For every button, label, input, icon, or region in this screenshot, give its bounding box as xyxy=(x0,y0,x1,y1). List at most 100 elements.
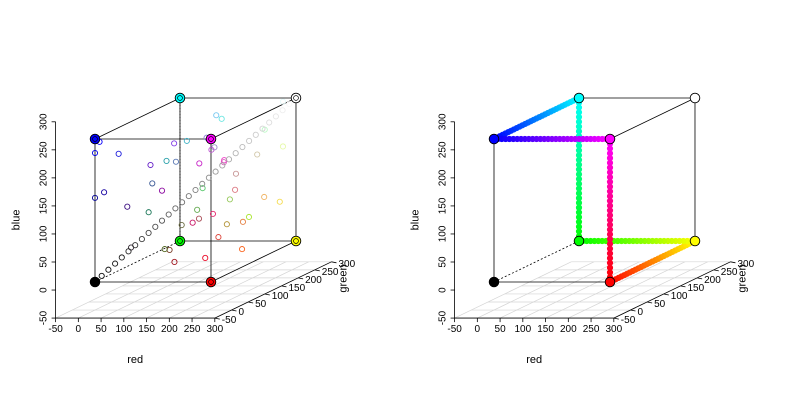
y-tick-mark xyxy=(248,301,254,304)
floor-grid-line xyxy=(545,261,663,319)
cube-corner-point xyxy=(488,133,500,145)
x-tick-label: 0 xyxy=(475,324,481,335)
floor-grid-line xyxy=(191,261,309,319)
data-point xyxy=(232,170,240,177)
floor-grid-line xyxy=(568,261,686,319)
y-tick-label: 100 xyxy=(272,291,289,302)
z-tick-label: 250 xyxy=(39,141,50,158)
data-point xyxy=(124,203,131,210)
data-point xyxy=(279,98,287,105)
cube-edge xyxy=(210,240,297,283)
x-tick-label: 150 xyxy=(537,324,554,335)
z-tick-label: -50 xyxy=(438,310,449,325)
cube-corner-inner xyxy=(208,279,214,285)
gray-diagonal-point xyxy=(219,162,226,169)
gray-diagonal-point xyxy=(272,113,279,120)
cube-corner-point xyxy=(174,235,186,247)
data-point xyxy=(171,140,178,147)
cube-corner-inner xyxy=(293,95,299,101)
gray-diagonal-point xyxy=(199,180,206,187)
floor-grid-line xyxy=(100,261,218,319)
floor-grid-line xyxy=(146,261,264,319)
floor-grid-line xyxy=(169,261,287,319)
data-point xyxy=(158,187,166,194)
data-point xyxy=(239,246,246,253)
data-point xyxy=(223,221,230,228)
x-tick-label: 300 xyxy=(206,324,223,335)
data-point xyxy=(91,149,99,157)
gray-diagonal-point xyxy=(179,199,186,206)
gray-diagonal-point xyxy=(158,217,166,224)
cube-corner-point xyxy=(290,92,302,104)
z-axis-label: blue xyxy=(410,210,422,231)
data-point xyxy=(101,189,108,196)
cube-corner-inner xyxy=(293,238,299,244)
z-tick-label: 100 xyxy=(39,225,50,242)
y-tick-mark xyxy=(647,301,653,304)
y-tick-mark xyxy=(697,277,703,280)
z-tick-label: 0 xyxy=(438,287,449,293)
data-point xyxy=(149,180,156,187)
gray-diagonal-point xyxy=(239,144,246,151)
data-point xyxy=(195,215,203,222)
cube-corner-point xyxy=(488,276,500,288)
y-axis-line xyxy=(613,261,731,319)
floor-grid-line xyxy=(78,261,196,319)
y-tick-mark xyxy=(663,293,669,296)
data-point xyxy=(115,150,122,157)
z-tick-label: 300 xyxy=(39,113,50,130)
cube-corner-point xyxy=(604,133,616,145)
y-axis-label: green xyxy=(736,264,748,292)
gray-diagonal-point xyxy=(252,131,259,138)
data-point xyxy=(91,194,99,201)
cube-corner-point xyxy=(174,92,186,104)
z-tick-label: -50 xyxy=(39,310,50,325)
left-panel-random-colors: -50 0 50 100 150 200 250 300red-500501001502002… xyxy=(11,92,356,366)
y-tick-mark xyxy=(281,285,287,288)
z-tick-label: 200 xyxy=(39,169,50,186)
cube-corner-inner xyxy=(177,95,183,101)
data-point xyxy=(276,198,283,205)
y-tick-mark xyxy=(680,285,686,288)
data-point xyxy=(178,222,185,229)
y-axis-line xyxy=(214,261,332,319)
z-tick-label: 200 xyxy=(438,169,449,186)
z-tick-label: 50 xyxy=(39,256,50,268)
data-point xyxy=(208,146,215,153)
floor-grid-line xyxy=(55,261,173,319)
floor-grid-line xyxy=(522,261,640,319)
cube-corner-point xyxy=(604,276,616,288)
data-point xyxy=(189,219,196,226)
y-tick-mark xyxy=(331,261,337,264)
cube-corner-point xyxy=(205,133,217,145)
x-tick-label: 100 xyxy=(115,324,132,335)
gray-diagonal-point xyxy=(125,248,132,255)
y-tick-mark xyxy=(630,309,636,312)
x-axis-label: red xyxy=(526,354,542,366)
y-tick-label: -50 xyxy=(621,315,636,326)
data-point xyxy=(194,206,201,213)
cube-corner-point xyxy=(290,235,302,247)
y-tick-label: 250 xyxy=(721,267,738,278)
data-point xyxy=(145,209,152,216)
gray-diagonal-point xyxy=(165,211,172,218)
data-point xyxy=(213,112,220,119)
data-point xyxy=(209,210,217,217)
y-tick-label: 300 xyxy=(338,259,355,270)
gray-diagonal-point xyxy=(132,242,139,249)
y-tick-label: 250 xyxy=(322,267,339,278)
cube-corner-point xyxy=(89,133,101,145)
gray-diagonal-point xyxy=(145,229,152,236)
gray-diagonal-point xyxy=(212,168,219,175)
z-tick-label: 100 xyxy=(438,225,449,242)
x-tick-label: 200 xyxy=(161,324,178,335)
y-tick-mark xyxy=(713,269,719,272)
gray-diagonal-point xyxy=(152,223,159,230)
x-tick-label: 100 xyxy=(514,324,531,335)
gray-diagonal-point xyxy=(105,266,112,273)
y-tick-mark xyxy=(730,261,736,264)
gray-diagonal-point xyxy=(172,205,179,212)
x-tick-label: 50 xyxy=(495,324,507,335)
cube-corner-inner xyxy=(177,238,183,244)
